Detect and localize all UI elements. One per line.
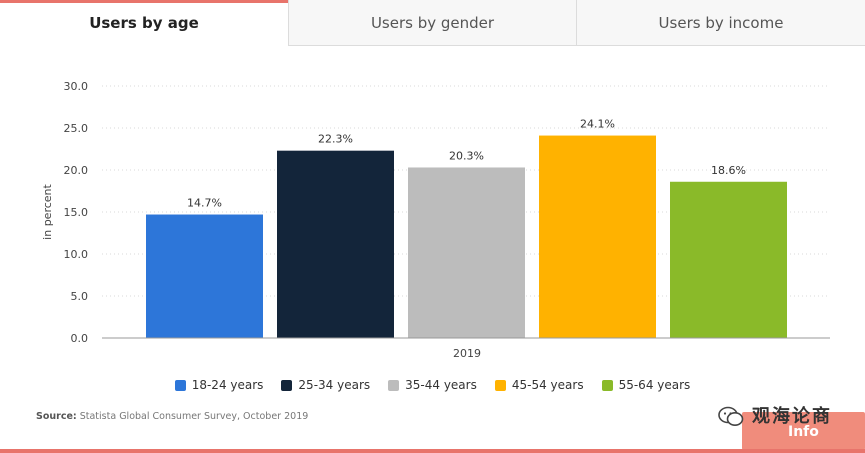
bar-35-44-years[interactable] xyxy=(408,167,525,338)
source-text: Statista Global Consumer Survey, October… xyxy=(79,411,309,422)
bottom-accent-line xyxy=(0,449,865,453)
legend-swatch xyxy=(388,379,400,391)
source-note: Source: Statista Global Consumer Survey,… xyxy=(36,411,308,422)
y-axis-ticks: 0.0 5.0 10.0 15.0 20.0 25.0 30.0 xyxy=(64,80,89,345)
watermark-info: Info xyxy=(788,424,819,440)
source-label: Source: xyxy=(36,411,77,422)
tab-label: Users by income xyxy=(658,13,784,32)
legend-item[interactable]: 18-24 years xyxy=(174,378,264,392)
tab-bar: Users by age Users by gender Users by in… xyxy=(0,0,865,46)
data-label: 20.3% xyxy=(449,149,484,162)
legend-item[interactable]: 45-54 years xyxy=(494,378,584,392)
legend-swatch xyxy=(601,379,613,391)
bars xyxy=(146,135,787,338)
bar-55-64-years[interactable] xyxy=(670,181,787,338)
legend-swatch xyxy=(174,379,186,391)
tab-label: Users by gender xyxy=(370,13,495,32)
y-tick-label: 15.0 xyxy=(64,206,89,219)
data-label: 22.3% xyxy=(318,133,353,146)
watermark-background xyxy=(742,412,865,450)
wechat-icon xyxy=(718,406,744,426)
tab-users-by-income[interactable]: Users by income xyxy=(576,0,865,46)
watermark: 观海论商 Info xyxy=(718,400,865,453)
data-label: 24.1% xyxy=(580,118,615,131)
legend-label: 35-44 years xyxy=(405,378,477,392)
legend-item[interactable]: 25-34 years xyxy=(281,378,370,392)
data-labels: 14.7% 22.3% 20.3% 24.1% 18.6% xyxy=(187,118,746,210)
data-label: 14.7% xyxy=(187,197,222,210)
y-tick-label: 20.0 xyxy=(64,164,89,177)
y-axis-label: in percent xyxy=(41,183,54,239)
legend-swatch xyxy=(281,379,293,391)
tab-label: Users by age xyxy=(89,14,199,32)
legend-item[interactable]: 35-44 years xyxy=(388,378,477,392)
bar-25-34-years[interactable] xyxy=(277,150,394,338)
y-tick-label: 10.0 xyxy=(64,248,89,261)
x-tick-label: 2019 xyxy=(453,347,481,360)
legend-label: 25-34 years xyxy=(298,378,371,392)
legend-label: 45-54 years xyxy=(511,378,584,392)
y-tick-label: 0.0 xyxy=(71,332,89,345)
legend-item[interactable]: 55-64 years xyxy=(601,378,691,392)
y-tick-label: 30.0 xyxy=(64,80,89,93)
tab-users-by-age[interactable]: Users by age xyxy=(0,0,288,46)
data-label: 18.6% xyxy=(711,164,746,177)
bar-45-54-years[interactable] xyxy=(539,135,656,338)
bar-18-24-years[interactable] xyxy=(146,214,263,338)
legend-label: 18-24 years xyxy=(191,378,264,392)
y-tick-label: 5.0 xyxy=(71,290,89,303)
tab-users-by-gender[interactable]: Users by gender xyxy=(288,0,576,46)
y-tick-label: 25.0 xyxy=(64,122,89,135)
legend-swatch xyxy=(494,379,506,391)
watermark-text: 观海论商 xyxy=(752,406,832,427)
legend: 18-24 years 25-34 years 35-44 years 45-5… xyxy=(0,376,865,394)
legend-label: 55-64 years xyxy=(618,378,691,392)
bar-chart: in percent 0.0 5.0 10.0 15.0 20.0 25.0 30.0 14… xyxy=(41,80,830,360)
